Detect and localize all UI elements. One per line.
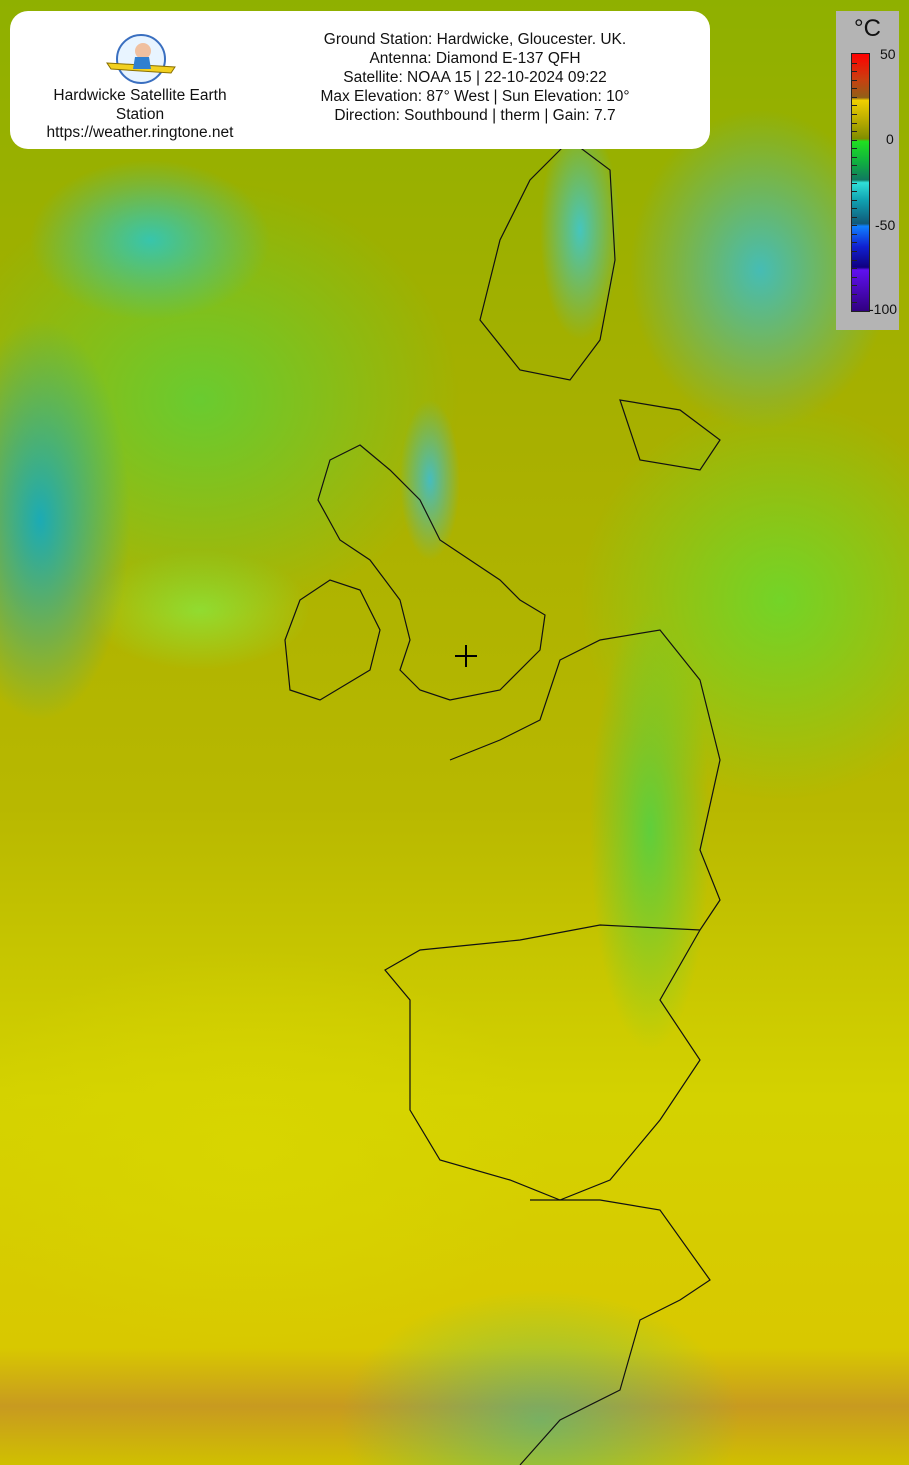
legend-tick	[852, 139, 857, 141]
ground-station-line: Ground Station: Hardwicke, Gloucester. U…	[323, 31, 627, 48]
legend-tick	[852, 259, 857, 261]
legend-tick	[852, 62, 857, 64]
legend-tick	[852, 268, 857, 270]
legend-tick	[852, 156, 857, 158]
legend-tick	[852, 276, 857, 278]
legend-label-50: 50	[880, 46, 896, 62]
legend-tick	[852, 131, 857, 133]
temperature-legend: °C 50 0 -50 -100	[836, 11, 899, 330]
crosshair-icon	[455, 645, 477, 667]
pass-details: Ground Station: Hardwicke, Gloucester. U…	[280, 30, 670, 125]
legend-tick	[852, 148, 857, 150]
legend-color-bar	[851, 53, 870, 312]
legend-tick	[852, 88, 857, 90]
satellite-line: Satellite: NOAA 15 | 22-10-2024 09:22	[343, 69, 607, 86]
legend-tick	[852, 199, 857, 201]
legend-tick	[852, 251, 857, 253]
station-info-panel: Hardwicke Satellite Earth Station https:…	[10, 11, 710, 149]
legend-unit: °C	[854, 15, 881, 42]
antenna-line: Antenna: Diamond E-137 QFH	[369, 50, 581, 67]
station-name: Hardwicke Satellite Earth Station	[53, 87, 227, 123]
legend-tick	[852, 79, 857, 81]
legend-tick	[852, 113, 857, 115]
legend-tick	[852, 242, 857, 244]
legend-tick	[852, 191, 857, 193]
legend-tick	[852, 71, 857, 73]
legend-label-minus100: -100	[869, 301, 898, 317]
legend-tick	[852, 302, 857, 304]
legend-tick	[852, 96, 857, 98]
legend-tick	[852, 182, 857, 184]
legend-label-minus50: -50	[875, 217, 896, 233]
legend-tick	[852, 208, 857, 210]
legend-tick	[852, 233, 857, 235]
coastline-ireland	[284, 579, 381, 701]
coastline-denmark	[619, 399, 721, 471]
legend-tick	[852, 285, 857, 287]
coastline-great-britain	[317, 444, 546, 701]
legend-tick	[852, 293, 857, 295]
legend-tick	[852, 122, 857, 124]
legend-tick	[852, 216, 857, 218]
coastline-scandinavia	[479, 139, 616, 381]
legend-tick	[852, 225, 857, 227]
legend-tick	[852, 165, 857, 167]
legend-label-0: 0	[886, 131, 894, 147]
station-url[interactable]: https://weather.ringtone.net	[46, 124, 234, 141]
legend-tick	[852, 173, 857, 175]
coastline-north-africa	[519, 1199, 711, 1465]
direction-line: Direction: Southbound | therm | Gain: 7.…	[334, 107, 616, 124]
plane-pilot-logo-icon	[106, 34, 176, 84]
coastline-france-iberia	[384, 629, 721, 1201]
elevation-line: Max Elevation: 87° West | Sun Elevation:…	[320, 88, 630, 105]
legend-tick	[852, 105, 857, 107]
